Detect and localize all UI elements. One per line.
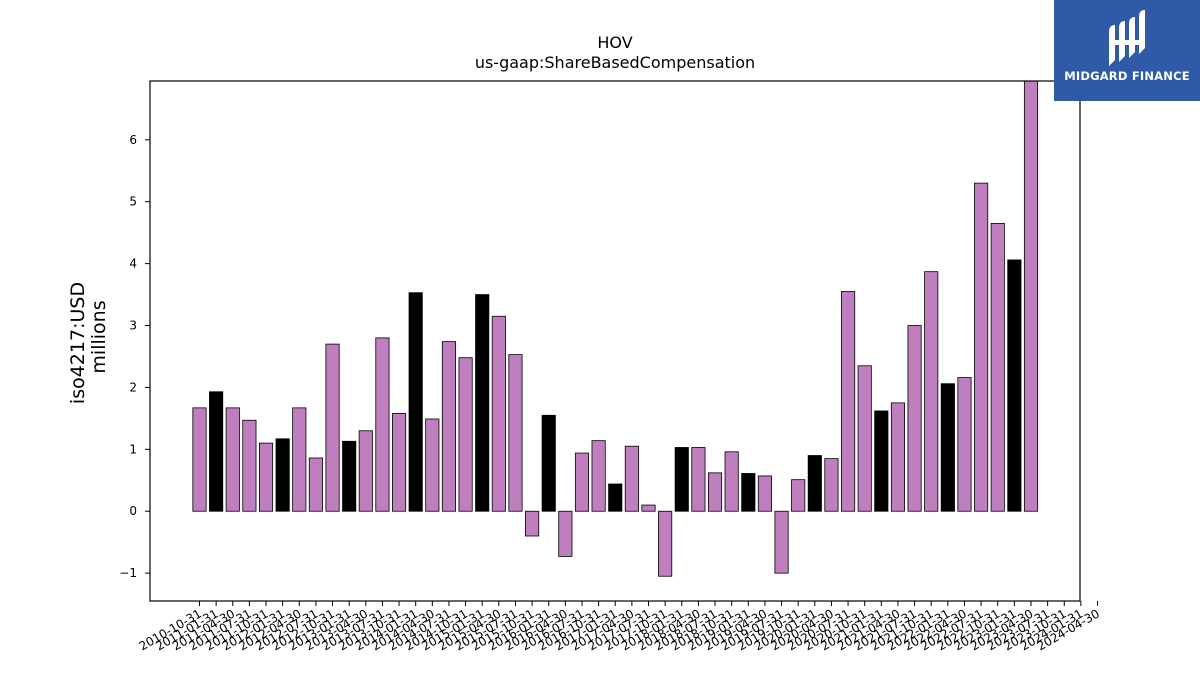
bar: [392, 413, 407, 512]
bar: [458, 357, 473, 512]
bar: [475, 294, 490, 512]
bar: [824, 458, 839, 512]
y-tick-label: 2: [129, 380, 137, 394]
bar: [641, 504, 656, 512]
chart-title: HOV: [597, 33, 632, 52]
bar: [774, 510, 789, 574]
bar: [325, 343, 340, 512]
y-tick-label: 4: [129, 257, 137, 271]
bar: [242, 419, 257, 512]
bar: [308, 457, 323, 512]
bar: [741, 473, 756, 512]
bar: [275, 438, 290, 512]
bar: [408, 292, 423, 512]
chart-subtitle: us-gaap:ShareBasedCompensation: [475, 53, 755, 72]
bar: [292, 407, 307, 512]
y-axis-label: iso4217:USD: [67, 282, 89, 404]
x-axis: 2010-10-312011-01-312011-04-302011-07-31…: [137, 601, 1102, 653]
bar: [724, 451, 739, 512]
bar: [857, 365, 872, 512]
bar: [841, 291, 856, 512]
midgard-finance-logo-icon: [1109, 10, 1145, 66]
bar: [258, 442, 274, 512]
bar: [807, 455, 822, 512]
bar: [874, 410, 889, 512]
bar: [957, 377, 972, 512]
brand-logo: MIDGARD FINANCE: [1054, 0, 1200, 101]
bar: [940, 383, 955, 512]
bar: [974, 182, 989, 512]
bar: [757, 475, 772, 512]
y-tick-label: 5: [129, 195, 137, 209]
brand-name: MIDGARD FINANCE: [1064, 69, 1190, 83]
y-tick-label: 6: [129, 133, 137, 147]
bar: [691, 447, 706, 512]
bar: [558, 510, 573, 557]
bar: [192, 407, 207, 512]
bar: [491, 315, 506, 512]
y-axis: −1 0 1 2 3 4 5 6: [119, 133, 150, 580]
bar: [924, 271, 939, 512]
bar: [591, 440, 606, 512]
bar: [342, 440, 357, 512]
y-axis-label-units: millions: [88, 300, 110, 373]
bar: [890, 402, 906, 512]
bar: [358, 430, 373, 512]
bar: [624, 445, 639, 512]
bar: [907, 325, 922, 512]
bar: [608, 483, 623, 512]
y-tick-label: 3: [129, 319, 137, 333]
bar: [658, 510, 673, 577]
y-tick-label: 1: [129, 442, 137, 456]
bar: [225, 407, 240, 512]
bar: [1023, 80, 1039, 512]
bar: [674, 447, 689, 512]
bar: [525, 510, 540, 537]
bar: [707, 472, 723, 512]
bar: [990, 222, 1005, 512]
bars-layer: [192, 80, 1039, 577]
bar: [508, 354, 523, 512]
bar: [209, 391, 224, 512]
bar: [375, 337, 390, 512]
bar: [441, 341, 456, 512]
y-tick-label: −1: [119, 566, 137, 580]
bar: [425, 418, 440, 512]
bar: [541, 414, 556, 512]
bar: [1007, 259, 1022, 512]
plot-frame: [149, 80, 1081, 602]
y-tick-label: 0: [129, 504, 137, 518]
bar: [574, 452, 590, 512]
bar: [791, 479, 806, 512]
